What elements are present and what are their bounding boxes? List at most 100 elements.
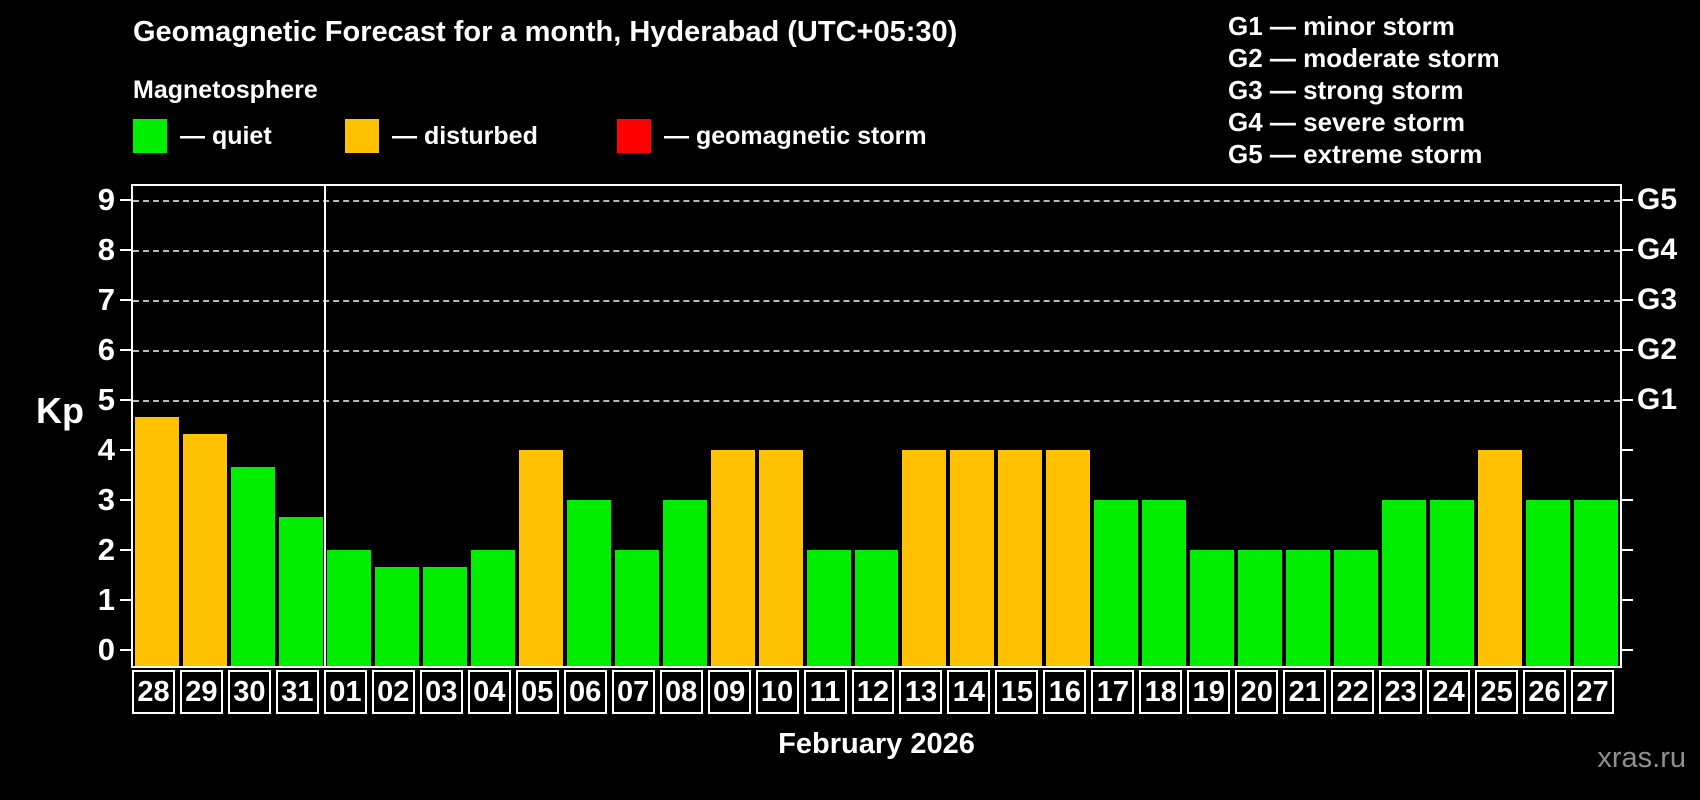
x-axis-month-label: February 2026	[778, 728, 975, 760]
day-label-02: 02	[371, 670, 415, 714]
day-label-28: 28	[132, 670, 175, 714]
bar-day-29	[182, 433, 227, 666]
bar-day-13	[902, 450, 947, 666]
y-axis-tick-left-0	[120, 649, 131, 651]
y-axis-tick-label-1: 1	[97, 582, 115, 617]
y-axis-tick-left-5	[120, 399, 131, 401]
day-label-01: 01	[323, 670, 367, 714]
bar-day-09	[710, 450, 755, 666]
day-label-10: 10	[755, 670, 799, 714]
y-axis-tick-label-7: 7	[97, 282, 115, 317]
storm-scale-item-g3: G3 — strong storm	[1228, 75, 1464, 105]
bar-day-03	[422, 566, 467, 666]
bar-day-31	[278, 516, 323, 666]
right-axis-label-g5: G5	[1637, 183, 1678, 216]
month-separator-line	[323, 186, 326, 666]
day-label-04: 04	[467, 670, 511, 714]
bar-day-18	[1142, 500, 1187, 666]
bar-day-02	[374, 566, 419, 666]
gridline-kp6	[133, 350, 1620, 352]
day-label-20: 20	[1235, 670, 1279, 714]
bar-day-11	[806, 550, 851, 666]
bar-day-15	[998, 450, 1043, 666]
bar-day-30	[230, 466, 275, 666]
bar-day-01	[326, 550, 371, 666]
right-axis-label-g2: G2	[1637, 333, 1678, 366]
gridline-kp5	[133, 400, 1620, 402]
day-label-13: 13	[899, 670, 943, 714]
y-axis-tick-left-8	[120, 249, 131, 251]
bar-day-26	[1526, 500, 1571, 666]
right-axis-label-g4: G4	[1637, 233, 1678, 266]
bar-day-04	[470, 550, 515, 666]
legend-item-storm: — geomagnetic storm	[617, 118, 927, 154]
day-label-09: 09	[707, 670, 751, 714]
day-label-06: 06	[563, 670, 607, 714]
bar-day-24	[1430, 500, 1475, 666]
y-axis-tick-right-7	[1622, 299, 1633, 301]
y-axis-label: Kp	[36, 390, 84, 431]
bar-day-23	[1382, 500, 1427, 666]
day-label-03: 03	[419, 670, 463, 714]
storm-scale-legend: G1 — minor storm G2 — moderate storm G3 …	[1228, 10, 1500, 170]
day-label-26: 26	[1523, 670, 1567, 714]
y-axis-tick-left-7	[120, 299, 131, 301]
chart-subtitle: Magnetosphere	[133, 76, 318, 104]
x-axis-day-labels: 28 29 30 31 01 02 03 04 05 06 07 08 09 10 11 12 13 14 15 16…	[131, 670, 1622, 717]
watermark: xras.ru	[1597, 742, 1686, 774]
legend-item-disturbed: — disturbed	[345, 118, 538, 154]
bar-day-16	[1046, 450, 1091, 666]
y-axis-tick-left-4	[120, 449, 131, 451]
gridline-kp9	[133, 200, 1620, 202]
disturbed-color-swatch	[345, 119, 379, 153]
y-axis-tick-label-2: 2	[97, 532, 115, 567]
storm-scale-item-g4: G4 — severe storm	[1228, 107, 1466, 137]
day-label-22: 22	[1331, 670, 1375, 714]
day-label-11: 11	[803, 670, 847, 714]
y-axis-tick-left-2	[120, 549, 131, 551]
bar-day-21	[1286, 550, 1331, 666]
status-legend: — quiet — disturbed — geomagnetic storm	[0, 118, 1700, 156]
bar-day-19	[1190, 550, 1235, 666]
bar-day-25	[1478, 450, 1523, 666]
bar-day-07	[614, 550, 659, 666]
gridline-kp7	[133, 300, 1620, 302]
day-label-17: 17	[1091, 670, 1135, 714]
y-axis-tick-right-5	[1622, 399, 1633, 401]
day-label-12: 12	[851, 670, 895, 714]
bar-day-05	[518, 450, 563, 666]
bar-day-10	[758, 450, 803, 666]
day-label-18: 18	[1139, 670, 1183, 714]
right-axis-label-g1: G1	[1637, 383, 1678, 416]
storm-scale-item-g2: G2 — moderate storm	[1228, 43, 1500, 73]
y-axis-tick-label-6: 6	[97, 332, 115, 367]
day-label-27: 27	[1571, 670, 1614, 714]
day-label-14: 14	[947, 670, 991, 714]
y-axis-tick-right-9	[1622, 199, 1633, 201]
day-label-25: 25	[1475, 670, 1519, 714]
day-label-15: 15	[995, 670, 1039, 714]
y-axis-tick-label-8: 8	[97, 232, 115, 267]
bar-day-12	[854, 550, 899, 666]
y-axis-tick-label-4: 4	[97, 432, 115, 467]
y-axis-tick-right-2	[1622, 549, 1633, 551]
bar-day-22	[1334, 550, 1379, 666]
day-label-19: 19	[1187, 670, 1231, 714]
y-axis-tick-label-9: 9	[97, 182, 115, 217]
plot-area: 0 1 2 3 4 5 6 7 8 9 G1 G2 G3 G4 G5	[98, 184, 1677, 668]
legend-label-quiet: — quiet	[180, 121, 272, 150]
y-axis-tick-label-0: 0	[97, 632, 115, 667]
day-label-29: 29	[179, 670, 223, 714]
y-axis-tick-right-0	[1622, 649, 1633, 651]
y-axis-tick-right-8	[1622, 249, 1633, 251]
y-axis-tick-label-5: 5	[97, 382, 115, 417]
y-axis-tick-left-9	[120, 199, 131, 201]
day-label-07: 07	[611, 670, 655, 714]
quiet-color-swatch	[133, 119, 167, 153]
y-axis-tick-right-1	[1622, 599, 1633, 601]
y-axis-tick-left-3	[120, 499, 131, 501]
y-axis-tick-left-6	[120, 349, 131, 351]
legend-label-disturbed: — disturbed	[392, 121, 538, 150]
bar-day-28	[135, 416, 179, 666]
